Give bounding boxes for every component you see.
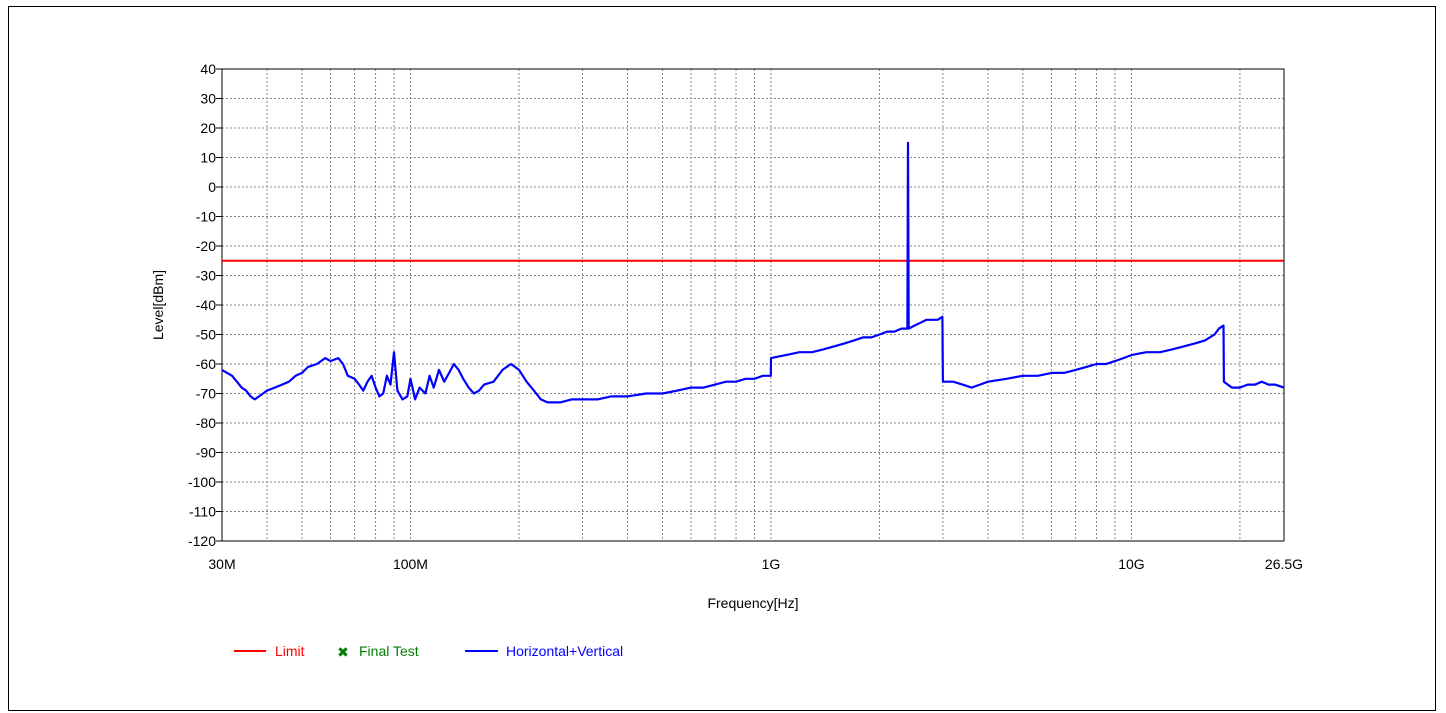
y-tick-label: -20 xyxy=(196,238,216,254)
x-tick-label: 100M xyxy=(393,556,428,572)
y-tick-label: -80 xyxy=(196,415,216,431)
y-tick-label: 40 xyxy=(200,61,216,77)
legend-limit-label: Limit xyxy=(275,643,305,659)
chart-frame xyxy=(8,6,1436,711)
y-tick-label: -100 xyxy=(188,474,216,490)
legend: Limit ✖ Final Test Horizontal+Vertical xyxy=(234,643,623,661)
x-tick-label: 30M xyxy=(208,556,235,572)
x-marker-icon: ✖ xyxy=(337,645,349,661)
y-tick-label: -90 xyxy=(196,445,216,461)
y-tick-label: 30 xyxy=(200,91,216,107)
y-tick-label: -120 xyxy=(188,533,216,549)
y-tick-label: -60 xyxy=(196,356,216,372)
y-axis-title: Level[dBm] xyxy=(150,270,166,340)
y-tick-label: -40 xyxy=(196,297,216,313)
y-tick-label: -10 xyxy=(196,209,216,225)
y-tick-label: -30 xyxy=(196,268,216,284)
x-tick-label: 26.5G xyxy=(1265,556,1303,572)
series xyxy=(221,141,1285,404)
y-tick-label: 10 xyxy=(200,150,216,166)
legend-hv-label: Horizontal+Vertical xyxy=(506,643,623,659)
y-tick-label: 0 xyxy=(208,179,216,195)
x-tick-label: 10G xyxy=(1118,556,1144,572)
y-tick-label: -70 xyxy=(196,386,216,402)
x-tick-label: 1G xyxy=(762,556,781,572)
y-tick-label: 20 xyxy=(200,120,216,136)
series-horizontal-vertical-line xyxy=(221,141,1285,404)
legend-final-test-label: Final Test xyxy=(359,643,419,659)
x-axis-ticks: 30M 100M 1G 10G 26.5G xyxy=(208,556,1303,572)
x-axis-title: Frequency[Hz] xyxy=(707,595,798,611)
plot-area xyxy=(221,68,1285,542)
grid xyxy=(222,68,1284,542)
y-tick-label: -50 xyxy=(196,327,216,343)
y-axis-ticks: 40 30 20 10 0 -10 -20 -30 -40 -50 -60 -70 -80 -90 -100… xyxy=(188,61,222,549)
y-tick-label: -110 xyxy=(189,504,216,520)
